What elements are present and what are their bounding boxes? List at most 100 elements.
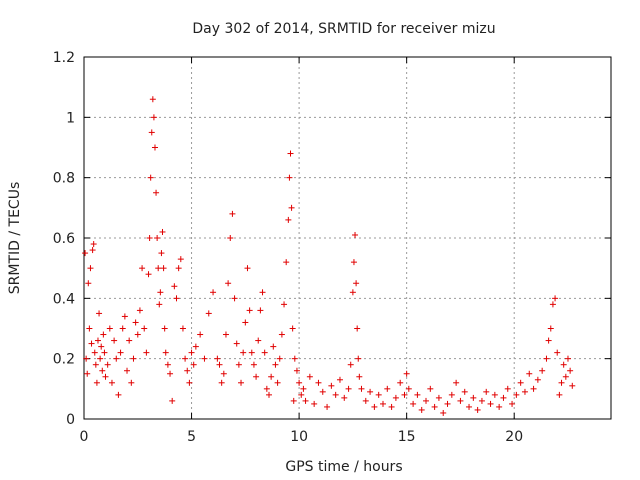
data-point xyxy=(300,385,307,392)
data-point xyxy=(177,256,184,263)
data-point xyxy=(248,349,255,356)
data-point xyxy=(149,96,156,103)
data-point xyxy=(253,373,260,380)
data-point xyxy=(496,403,503,410)
data-point xyxy=(115,391,122,398)
data-point xyxy=(89,247,96,254)
data-point xyxy=(311,400,318,407)
data-point xyxy=(155,265,162,272)
data-point xyxy=(291,355,298,362)
data-point xyxy=(444,400,451,407)
data-point xyxy=(552,295,559,302)
data-point xyxy=(175,265,182,272)
data-point xyxy=(474,406,481,413)
data-point xyxy=(117,349,124,356)
data-point xyxy=(290,397,297,404)
y-tick-label: 1.2 xyxy=(53,50,75,66)
data-point xyxy=(302,397,309,404)
data-point xyxy=(509,400,516,407)
data-point xyxy=(222,331,229,338)
data-point xyxy=(293,367,300,374)
data-point xyxy=(276,355,283,362)
data-point xyxy=(283,259,290,266)
data-point xyxy=(161,325,168,332)
data-point xyxy=(562,373,569,380)
data-point xyxy=(549,301,556,308)
data-point xyxy=(530,385,537,392)
data-point xyxy=(324,403,331,410)
data-point xyxy=(220,370,227,377)
y-tick-label: 0.6 xyxy=(53,231,75,247)
data-point xyxy=(367,388,374,395)
data-point xyxy=(448,391,455,398)
data-point xyxy=(319,388,326,395)
x-tick-label: 0 xyxy=(80,429,89,445)
data-point xyxy=(229,210,236,217)
data-point xyxy=(86,325,93,332)
data-point xyxy=(315,379,322,386)
data-point xyxy=(274,379,281,386)
y-tick-label: 0.8 xyxy=(53,171,75,187)
data-point xyxy=(130,355,137,362)
data-point xyxy=(113,355,120,362)
data-point xyxy=(173,295,180,302)
data-point xyxy=(92,361,99,368)
data-point xyxy=(225,280,232,287)
data-point xyxy=(160,265,167,272)
plot-frame xyxy=(83,56,612,420)
data-point xyxy=(349,289,356,296)
data-point xyxy=(513,391,520,398)
data-point xyxy=(375,391,382,398)
data-point xyxy=(182,355,189,362)
data-point xyxy=(111,337,118,344)
data-point xyxy=(281,301,288,308)
data-point xyxy=(554,349,561,356)
data-point xyxy=(521,388,528,395)
data-point xyxy=(121,313,128,320)
y-tick-label: 1 xyxy=(66,110,75,126)
data-point xyxy=(98,343,105,350)
data-point xyxy=(547,325,554,332)
data-point xyxy=(214,355,221,362)
data-point xyxy=(353,280,360,287)
data-points xyxy=(82,96,576,416)
data-point xyxy=(478,397,485,404)
data-point xyxy=(235,361,242,368)
data-point xyxy=(179,325,186,332)
data-point xyxy=(257,307,264,314)
data-point xyxy=(128,379,135,386)
data-point xyxy=(231,295,238,302)
data-point xyxy=(356,373,363,380)
data-point xyxy=(197,331,204,338)
data-point xyxy=(466,403,473,410)
data-point xyxy=(558,379,565,386)
data-point xyxy=(85,280,92,287)
data-point xyxy=(270,343,277,350)
data-point xyxy=(151,144,158,151)
data-point xyxy=(158,250,165,257)
data-point xyxy=(136,307,143,314)
y-tick-label: 0.2 xyxy=(53,352,75,368)
data-point xyxy=(242,319,249,326)
data-point xyxy=(87,265,94,272)
data-point xyxy=(287,150,294,157)
data-point xyxy=(352,231,359,238)
x-tick-label: 5 xyxy=(187,429,196,445)
data-point xyxy=(470,394,477,401)
data-point xyxy=(141,325,148,332)
data-point xyxy=(345,385,352,392)
data-point xyxy=(371,403,378,410)
data-point xyxy=(184,367,191,374)
data-point xyxy=(483,388,490,395)
data-point xyxy=(246,307,253,314)
data-point xyxy=(153,189,160,196)
data-point xyxy=(328,382,335,389)
data-point xyxy=(96,310,103,317)
data-point xyxy=(218,379,225,386)
data-point xyxy=(91,349,98,356)
data-point xyxy=(83,355,90,362)
data-point xyxy=(90,241,97,248)
data-point xyxy=(88,340,95,347)
data-point xyxy=(192,343,199,350)
data-point xyxy=(119,325,126,332)
